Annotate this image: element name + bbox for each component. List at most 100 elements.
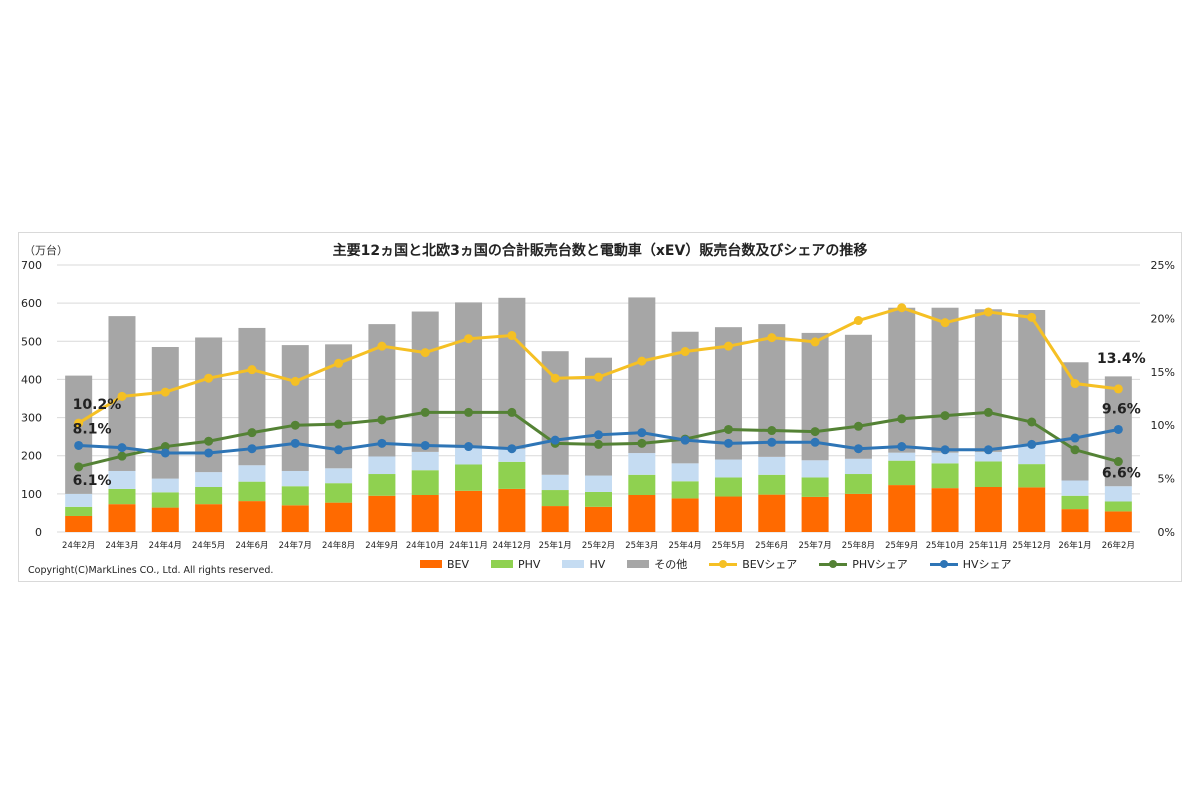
legend-label: その他 xyxy=(654,558,688,571)
point-HVシェア xyxy=(117,443,127,453)
bar-その他 xyxy=(844,334,872,459)
x-tick-label: 24年8月 xyxy=(322,540,355,551)
point-PHVシェア xyxy=(594,439,603,449)
y-tick-label: 300 xyxy=(21,412,42,425)
point-HVシェア xyxy=(420,440,430,450)
bar-BEV xyxy=(411,495,439,532)
point-HVシェア xyxy=(594,430,603,440)
x-tick-label: 25年2月 xyxy=(582,540,615,551)
point-HVシェア xyxy=(723,438,733,448)
point-PHVシェア xyxy=(334,419,344,429)
point-HVシェア xyxy=(1027,439,1037,449)
legend-swatch xyxy=(420,560,442,568)
legend-swatch xyxy=(819,559,848,568)
point-HVシェア xyxy=(983,445,993,455)
bar-PHV xyxy=(671,481,699,499)
bar-HV xyxy=(238,465,266,482)
point-PHVシェア xyxy=(74,462,84,472)
bar-BEV xyxy=(888,485,916,532)
x-tick-label: 24年2月 xyxy=(62,540,95,551)
bar-BEV xyxy=(281,505,309,532)
bar-その他 xyxy=(888,307,916,453)
bar-BEV xyxy=(1104,511,1132,532)
bar-BEV xyxy=(65,515,93,532)
bar-BEV xyxy=(455,490,483,532)
point-BEVシェア xyxy=(290,376,300,386)
point-BEVシェア xyxy=(334,358,344,368)
x-tick-label: 25年8月 xyxy=(842,540,875,551)
point-PHVシェア xyxy=(810,427,820,437)
bar-HV xyxy=(1061,480,1089,496)
x-tick-label: 25年4月 xyxy=(669,540,702,551)
point-PHVシェア xyxy=(464,407,474,417)
point-PHVシェア xyxy=(420,407,430,417)
y2-tick-label: 5% xyxy=(1158,473,1175,486)
bar-BEV xyxy=(974,486,1002,532)
bar-HV xyxy=(844,458,872,475)
point-HVシェア xyxy=(507,444,517,454)
point-PHVシェア xyxy=(897,414,907,424)
x-tick-label: 26年2月 xyxy=(1102,540,1135,551)
point-BEVシェア xyxy=(160,387,170,397)
legend-swatch xyxy=(709,559,738,568)
bar-PHV xyxy=(1104,501,1132,512)
point-HVシェア xyxy=(550,435,560,445)
bar-その他 xyxy=(455,302,483,449)
y-tick-label: 100 xyxy=(21,488,42,501)
chart-title: 主要12ヵ国と北欧3ヵ国の合計販売台数と電動車（xEV）販売台数及びシェアの推移 xyxy=(332,243,868,259)
x-tick-label: 25年10月 xyxy=(926,540,965,551)
bar-HV xyxy=(368,456,396,475)
bar-PHV xyxy=(844,474,872,494)
point-BEVシェア xyxy=(853,316,863,326)
x-tick-label: 24年5月 xyxy=(192,540,225,551)
bar-BEV xyxy=(671,498,699,532)
point-HVシェア xyxy=(767,437,777,447)
x-tick-label: 24年3月 xyxy=(105,540,138,551)
bar-BEV xyxy=(368,495,396,532)
point-HVシェア xyxy=(940,445,950,455)
bar-PHV xyxy=(974,461,1002,487)
x-tick-label: 24年7月 xyxy=(279,540,312,551)
bar-PHV xyxy=(151,492,179,508)
y-tick-label: 600 xyxy=(21,297,42,310)
x-tick-label: 24年12月 xyxy=(493,540,532,551)
chart-frame xyxy=(18,232,1182,582)
data-label: 9.6% xyxy=(1102,401,1141,417)
bar-HV xyxy=(585,475,612,492)
bar-HV xyxy=(628,453,656,475)
y-tick-label: 700 xyxy=(21,259,42,272)
bar-HV xyxy=(931,452,959,464)
x-tick-label: 25年6月 xyxy=(755,540,788,551)
point-PHVシェア xyxy=(204,436,214,446)
y-tick-label: 400 xyxy=(21,373,42,386)
bar-HV xyxy=(714,459,742,478)
y-tick-label: 500 xyxy=(21,335,42,348)
x-tick-label: 24年10月 xyxy=(406,540,445,551)
point-BEVシェア xyxy=(810,337,820,347)
data-label: 10.2% xyxy=(73,397,122,413)
bar-PHV xyxy=(368,474,396,496)
legend-item: BEV xyxy=(420,558,469,571)
bar-BEV xyxy=(628,495,656,532)
bar-HV xyxy=(108,470,136,489)
bar-HV xyxy=(65,493,93,507)
bar-HV xyxy=(671,463,699,482)
x-tick-label: 25年1月 xyxy=(539,540,572,551)
bar-PHV xyxy=(585,491,612,507)
bar-HV xyxy=(498,448,526,462)
point-PHVシェア xyxy=(117,451,127,461)
legend-item: PHVシェア xyxy=(819,556,908,572)
bar-PHV xyxy=(888,460,916,486)
point-BEVシェア xyxy=(204,373,214,383)
legend-label: BEVシェア xyxy=(742,558,798,571)
legend-item: HVシェア xyxy=(929,556,1012,572)
x-tick-label: 25年9月 xyxy=(885,540,918,551)
x-tick-label: 24年11月 xyxy=(449,540,488,551)
point-BEVシェア xyxy=(1070,379,1080,389)
point-BEVシェア xyxy=(550,373,560,383)
bar-BEV xyxy=(585,506,612,532)
bar-PHV xyxy=(498,461,526,489)
data-label: 8.1% xyxy=(73,421,112,437)
bar-HV xyxy=(1104,486,1132,502)
